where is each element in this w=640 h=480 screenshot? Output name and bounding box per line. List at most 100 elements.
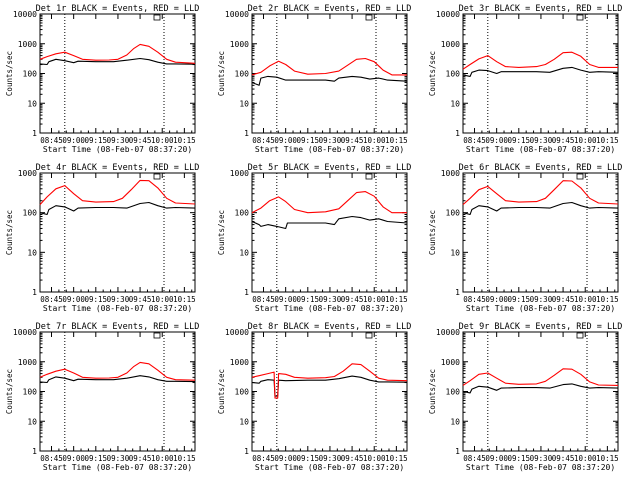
x-tick-label: 09:00 <box>485 454 508 463</box>
x-tick-label: 09:45 <box>552 454 575 463</box>
panel-5: Det 5r BLACK = Events, RED = LLD 1 10 100 10… <box>217 163 411 313</box>
y-tick-label: 10000 <box>13 10 37 19</box>
x-tick-label: 10:15 <box>385 295 408 304</box>
panel-title: Det 3r BLACK = Events, RED = LLD <box>459 4 623 14</box>
panel-1: Det 1r BLACK = Events, RED = LLD 1 10 100 10… <box>5 4 199 154</box>
x-tick-label: 09:30 <box>530 295 553 304</box>
x-tick-label: 09:45 <box>129 136 152 145</box>
y-tick-label: 10000 <box>436 328 460 337</box>
x-tick-label: 09:00 <box>274 136 297 145</box>
x-tick-label: 10:15 <box>596 295 619 304</box>
x-tick-label: 10:15 <box>385 136 408 145</box>
x-tick-label: 09:30 <box>319 136 342 145</box>
panel-4: Det 4r BLACK = Events, RED = LLD 1 10 100 10… <box>5 163 199 313</box>
flag-marker <box>576 173 584 180</box>
x-tick-label: 10:15 <box>173 295 196 304</box>
flag-marker <box>576 14 584 21</box>
x-tick-label: 10:00 <box>363 454 386 463</box>
y-tick-label: 10 <box>450 248 460 257</box>
x-tick-label: 09:30 <box>530 136 553 145</box>
y-axis-label: Counts/sec <box>217 369 226 414</box>
x-axis-label: Start Time (08-Feb-07 08:37:20) <box>255 304 404 313</box>
x-tick-label: 09:15 <box>85 136 108 145</box>
plot-frame <box>462 172 619 293</box>
y-tick-label: 1000 <box>441 40 460 49</box>
y-tick-label: 100 <box>23 388 38 397</box>
x-tick-label: 09:15 <box>297 454 320 463</box>
y-tick-label: 10000 <box>225 328 249 337</box>
events-series-line <box>39 201 196 216</box>
panel-7: Det 7r BLACK = Events, RED = LLD 1 10 100 10… <box>5 322 199 472</box>
events-series-line <box>462 201 619 216</box>
y-tick-label: 1 <box>455 447 460 456</box>
lld-series-line <box>39 43 196 64</box>
x-tick-label: 09:15 <box>508 295 531 304</box>
y-tick-label: 100 <box>446 388 461 397</box>
x-tick-label: 09:00 <box>62 295 85 304</box>
x-tick-label: 08:45 <box>40 295 63 304</box>
y-tick-label: 1 <box>455 129 460 138</box>
x-tick-label: 09:00 <box>62 136 85 145</box>
y-tick-label: 100 <box>23 209 38 218</box>
plot-frame <box>462 331 619 452</box>
x-tick-label: 09:45 <box>552 295 575 304</box>
x-tick-label: 09:45 <box>341 454 364 463</box>
flag-marker <box>576 332 584 339</box>
plot-frame <box>462 13 619 134</box>
flag-marker <box>365 14 373 21</box>
y-tick-label: 100 <box>446 209 461 218</box>
x-tick-label: 10:00 <box>151 295 174 304</box>
y-tick-label: 10 <box>27 248 37 257</box>
y-tick-label: 1000 <box>230 40 249 49</box>
x-tick-label: 10:00 <box>574 136 597 145</box>
x-axis-label: Start Time (08-Feb-07 08:37:20) <box>466 145 615 154</box>
y-tick-label: 1000 <box>230 169 249 178</box>
y-axis-label: Counts/sec <box>428 51 437 96</box>
x-tick-label: 09:45 <box>341 136 364 145</box>
events-series-line <box>39 375 196 384</box>
panel-title: Det 6r BLACK = Events, RED = LLD <box>459 163 623 173</box>
x-tick-label: 10:00 <box>363 136 386 145</box>
y-tick-label: 100 <box>235 70 250 79</box>
panel-3: Det 3r BLACK = Events, RED = LLD 1 10 100 10… <box>428 4 622 154</box>
panel-title: Det 5r BLACK = Events, RED = LLD <box>248 163 412 173</box>
x-tick-label: 09:15 <box>508 136 531 145</box>
x-tick-label: 08:45 <box>252 454 275 463</box>
x-tick-label: 10:15 <box>173 454 196 463</box>
x-tick-label: 08:45 <box>40 136 63 145</box>
y-axis-label: Counts/sec <box>428 369 437 414</box>
y-tick-label: 1000 <box>18 40 37 49</box>
lld-series-line <box>462 51 618 70</box>
y-tick-label: 1 <box>455 288 460 297</box>
flag-marker <box>153 332 161 339</box>
y-tick-label: 1000 <box>441 358 460 367</box>
flag-marker <box>365 173 373 180</box>
x-tick-label: 09:00 <box>62 454 85 463</box>
panel-6: Det 6r BLACK = Events, RED = LLD 1 10 100 10… <box>428 163 622 313</box>
y-tick-label: 100 <box>446 70 461 79</box>
x-tick-label: 09:00 <box>274 454 297 463</box>
x-tick-label: 08:45 <box>463 136 486 145</box>
lld-series-line <box>39 361 196 381</box>
x-tick-label: 09:00 <box>485 136 508 145</box>
x-tick-label: 09:45 <box>552 136 575 145</box>
flag-marker <box>365 332 373 339</box>
lld-series-line <box>251 363 408 399</box>
plot-frame <box>251 172 408 293</box>
y-tick-label: 100 <box>235 209 250 218</box>
y-tick-label: 10 <box>27 417 37 426</box>
x-axis-label: Start Time (08-Feb-07 08:37:20) <box>466 463 615 472</box>
x-axis-label: Start Time (08-Feb-07 08:37:20) <box>43 304 192 313</box>
y-tick-label: 10 <box>239 248 249 257</box>
plot-frame <box>39 13 196 134</box>
y-tick-label: 1 <box>244 447 249 456</box>
lld-series-line <box>462 368 619 386</box>
x-tick-label: 09:15 <box>297 295 320 304</box>
x-tick-label: 09:30 <box>319 454 342 463</box>
y-tick-label: 1000 <box>230 358 249 367</box>
x-tick-label: 10:15 <box>596 454 619 463</box>
y-tick-label: 10 <box>239 417 249 426</box>
x-tick-label: 10:00 <box>363 295 386 304</box>
x-tick-label: 10:00 <box>151 454 174 463</box>
